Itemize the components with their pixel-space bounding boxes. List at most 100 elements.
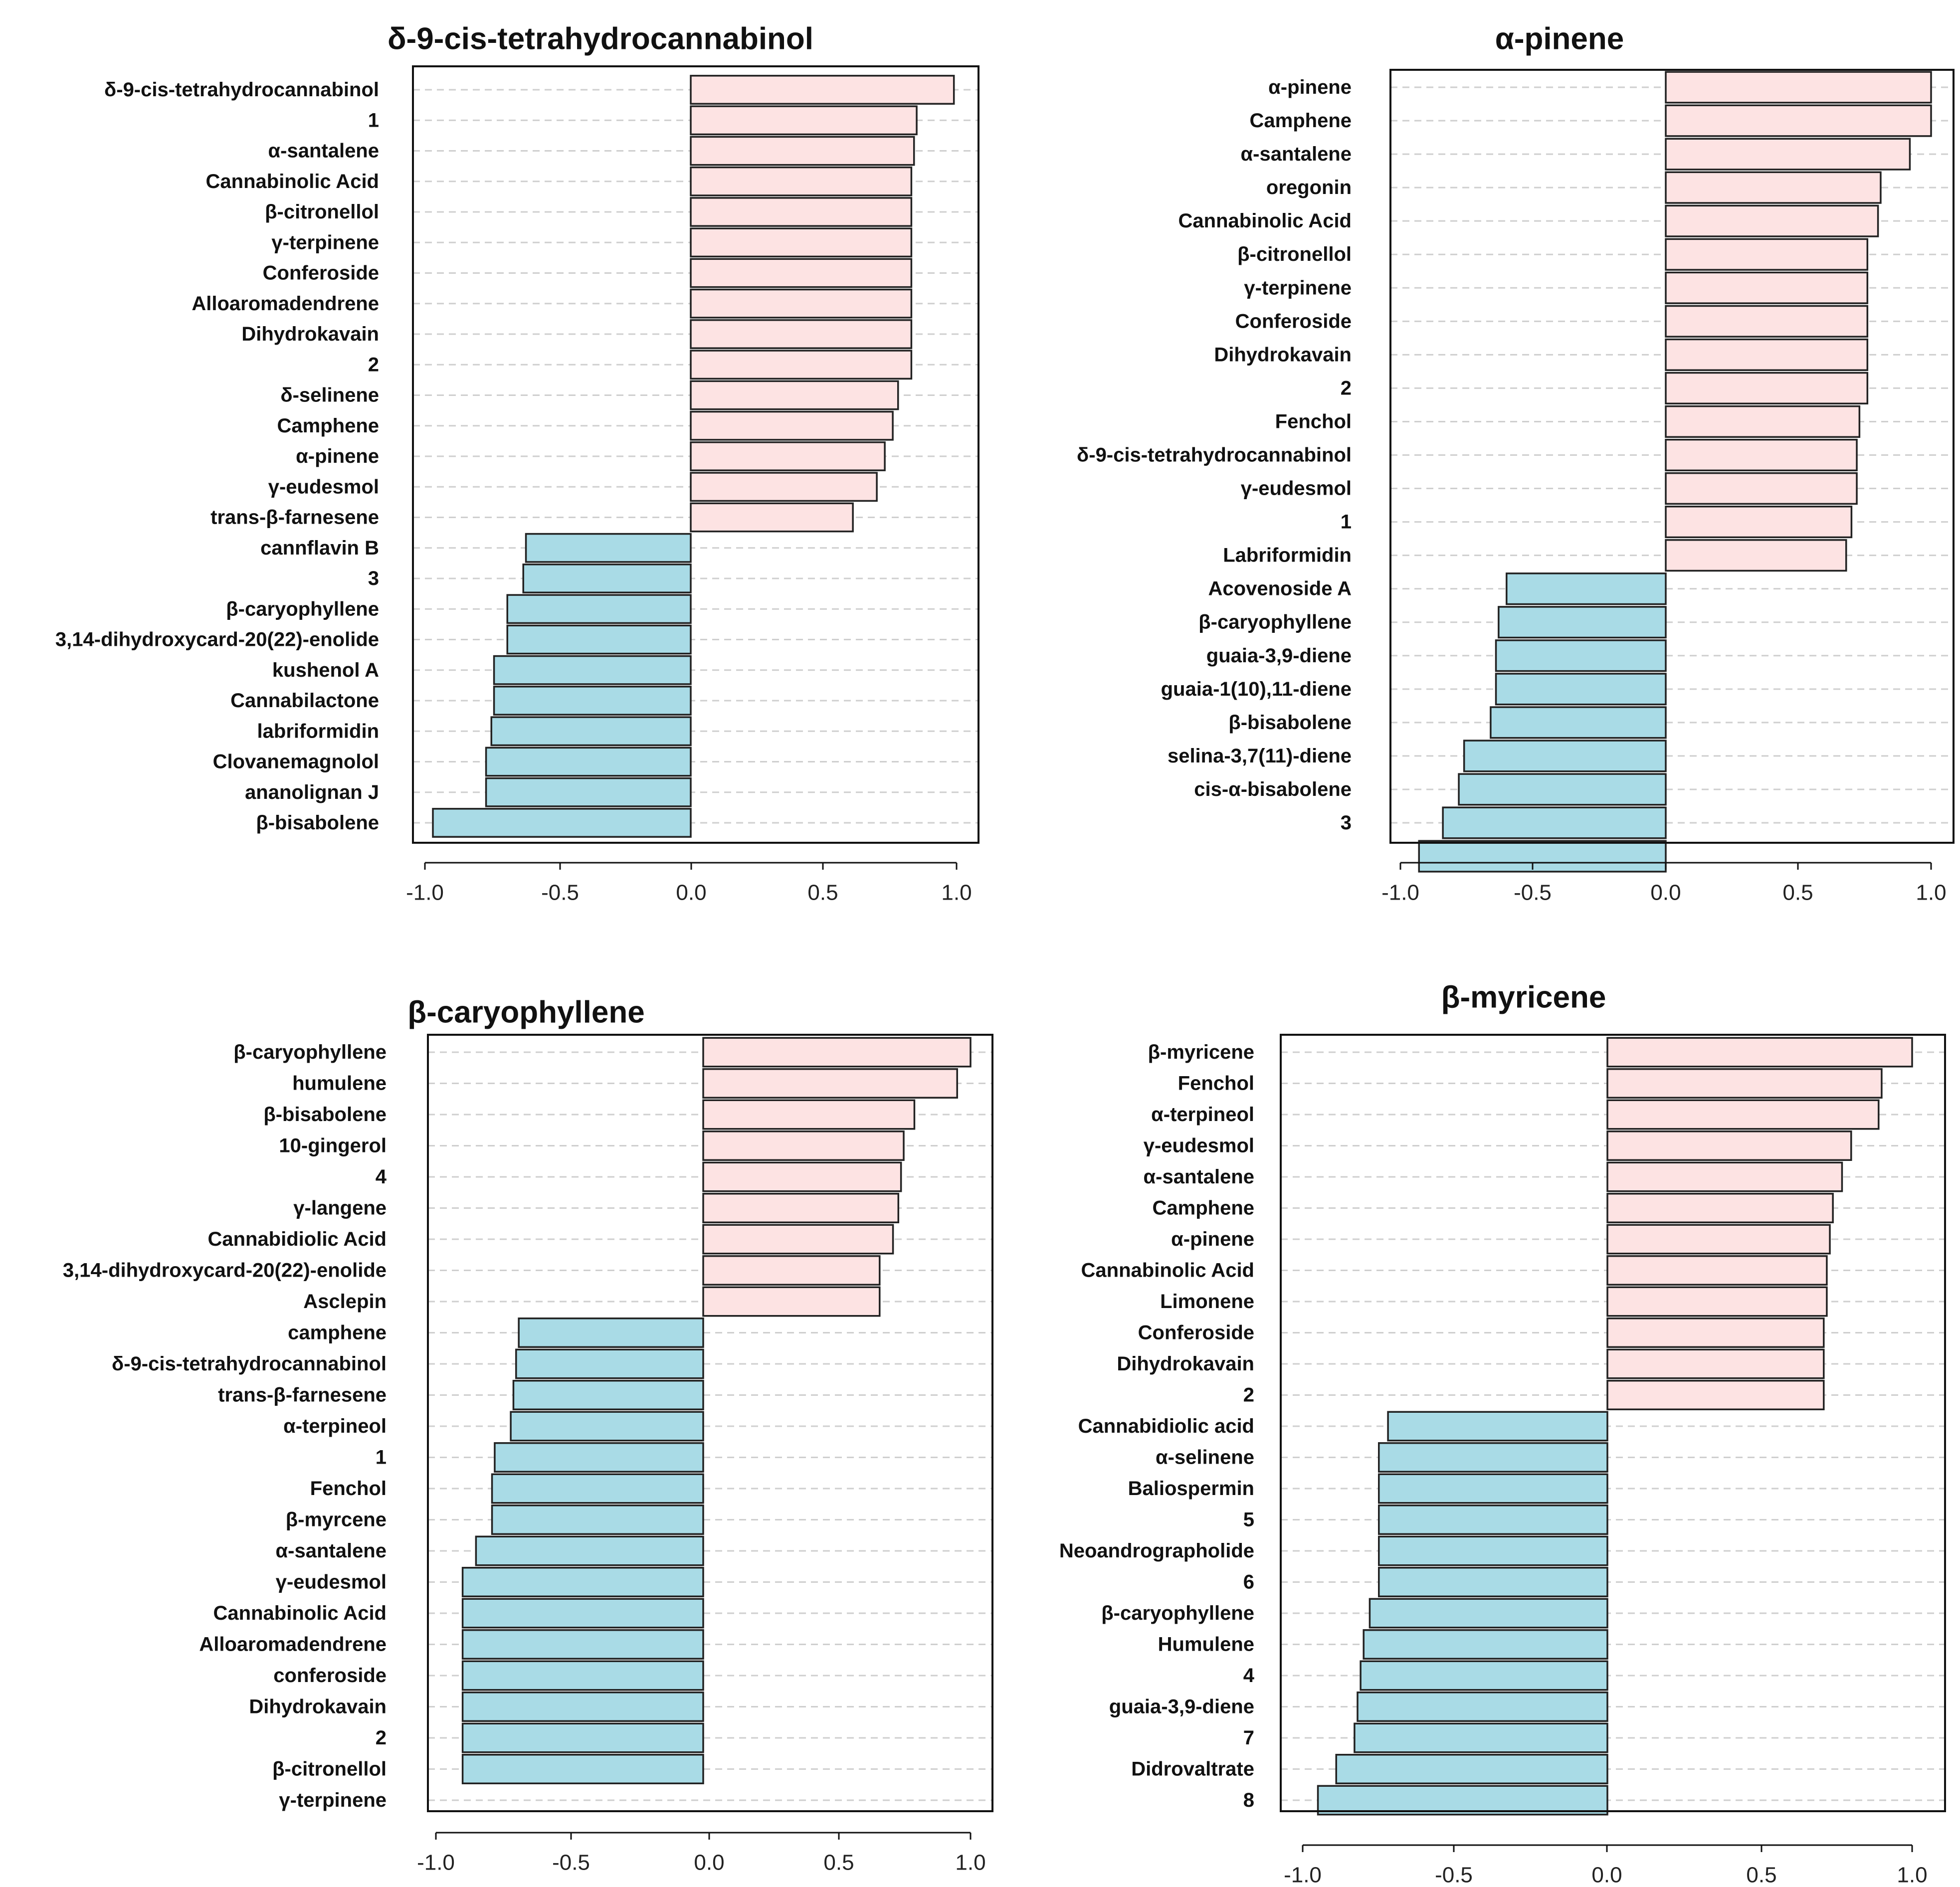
category-label: α-santalene (1144, 1166, 1254, 1188)
bar-beta-caryophyllene (702, 1286, 881, 1317)
category-label: 10-gingerol (279, 1135, 387, 1157)
category-label: Camphene (1153, 1197, 1255, 1219)
category-label: β-caryophyllene (226, 598, 379, 620)
category-label: β-citronellol (272, 1758, 387, 1780)
bar-delta9-thc (690, 350, 913, 380)
bar-beta-caryophyllene (702, 1131, 905, 1161)
bar-delta9-thc (690, 75, 955, 105)
x-tick-label: 0.5 (807, 881, 838, 905)
x-tick-label: 1.0 (1897, 1863, 1927, 1887)
bar-beta-caryophyllene (461, 1567, 704, 1597)
bar-alpha-pinene (1665, 104, 1932, 137)
bar-alpha-pinene (1665, 71, 1932, 104)
bar-delta9-thc (506, 594, 692, 624)
category-label: Dihydrokavain (249, 1696, 387, 1718)
bar-delta9-thc (690, 258, 913, 288)
panel-alpha-pinene: α-pinene α-pinene Camphene α-santalene orego… (1077, 22, 1955, 905)
bar-alpha-pinene (1495, 673, 1667, 706)
category-label: 2 (368, 354, 379, 376)
category-label: β-citronellol (265, 201, 379, 223)
category-label: 2 (1243, 1384, 1254, 1406)
category-label: β-myricene (1148, 1041, 1254, 1063)
bar-alpha-pinene (1442, 806, 1667, 839)
plot-frame (427, 1034, 993, 1812)
category-label: β-bisabolene (256, 812, 379, 834)
x-tick-label: -0.5 (1514, 881, 1552, 905)
category-label: Fenchol (310, 1478, 387, 1500)
category-label: selina-3,7(11)-diene (1168, 745, 1352, 767)
category-label: 4 (1243, 1665, 1255, 1687)
category-label: β-caryophyllene (1101, 1602, 1254, 1624)
bar-alpha-pinene (1665, 138, 1911, 171)
bar-beta-caryophyllene (491, 1505, 704, 1535)
bar-delta9-thc (690, 410, 894, 441)
x-tick-label: 1.0 (941, 881, 972, 905)
bar-alpha-pinene (1490, 706, 1667, 739)
chart-title: β-myricene (1441, 980, 1606, 1015)
category-label: guaia-3,9-diene (1206, 645, 1352, 667)
bar-delta9-thc (506, 624, 692, 655)
bar-beta-caryophyllene (702, 1037, 972, 1068)
bar-delta9-thc (690, 227, 913, 258)
category-label: trans-β-farnesene (210, 507, 379, 529)
category-label: α-pinene (1171, 1228, 1254, 1250)
category-label: 4 (376, 1166, 387, 1188)
category-label: 3 (368, 567, 379, 589)
bar-beta-caryophyllene (494, 1442, 704, 1473)
x-tick-label: 0.0 (676, 881, 706, 905)
bar-beta-myricene (1387, 1411, 1608, 1442)
bar-beta-myricene (1606, 1037, 1913, 1068)
bar-beta-caryophyllene (461, 1754, 704, 1784)
bar-beta-caryophyllene (702, 1224, 894, 1255)
x-tick-label: -0.5 (541, 881, 579, 905)
category-label: α-pinene (296, 445, 379, 467)
category-label: kushenol A (272, 659, 379, 681)
category-label: Clovanemagnolol (213, 751, 379, 773)
category-label: cannflavin B (260, 537, 379, 559)
bar-beta-caryophyllene (512, 1380, 704, 1410)
bar-beta-myricene (1606, 1099, 1880, 1130)
category-label: Cannabidiolic Acid (207, 1228, 387, 1250)
bar-beta-caryophyllene (702, 1193, 900, 1223)
bar-alpha-pinene (1463, 740, 1667, 772)
category-label: α-selinene (1156, 1447, 1254, 1469)
bar-alpha-pinene (1665, 171, 1882, 204)
panel-beta-caryophyllene: β-caryophyllene β-caryophyllene humulene β-… (63, 995, 993, 1875)
bar-beta-myricene (1606, 1255, 1828, 1286)
category-label: β-bisabolene (1228, 712, 1352, 734)
category-label: β-myrcene (286, 1509, 387, 1531)
bar-beta-myricene (1378, 1567, 1608, 1597)
bar-beta-myricene (1378, 1535, 1608, 1566)
category-label: cis-α-bisabolene (1194, 778, 1352, 800)
bar-alpha-pinene (1495, 639, 1667, 672)
category-label: β-citronellol (1237, 243, 1352, 265)
bar-beta-caryophyllene (475, 1535, 704, 1566)
category-label: γ-terpinene (271, 231, 379, 253)
category-label: Cannabinolic Acid (1081, 1260, 1254, 1282)
bar-beta-myricene (1606, 1161, 1843, 1192)
bar-delta9-thc (690, 502, 854, 533)
category-label: δ-9-cis-tetrahydrocannabinol (104, 79, 379, 101)
category-label: β-caryophyllene (1198, 611, 1352, 633)
category-label: Conferoside (263, 262, 379, 284)
category-label: Cannabilactone (230, 690, 379, 712)
category-label: camphene (288, 1322, 387, 1344)
bar-beta-caryophyllene (518, 1318, 704, 1348)
bar-beta-myricene (1357, 1692, 1608, 1722)
bar-beta-myricene (1378, 1473, 1608, 1504)
category-label: Cannabidiolic acid (1078, 1415, 1254, 1437)
bar-delta9-thc (493, 655, 692, 685)
category-label: δ-9-cis-tetrahydrocannabinol (112, 1353, 387, 1375)
bar-beta-caryophyllene (461, 1629, 704, 1660)
bar-beta-myricene (1369, 1598, 1608, 1629)
bar-beta-myricene (1606, 1224, 1831, 1255)
category-label: γ-terpinene (1244, 277, 1352, 299)
bar-delta9-thc (522, 564, 692, 593)
category-label: 1 (376, 1447, 387, 1469)
category-label: 1 (368, 109, 379, 131)
category-label: γ-langene (293, 1197, 387, 1219)
bar-beta-myricene (1360, 1660, 1608, 1691)
bar-alpha-pinene (1498, 606, 1667, 639)
bar-beta-caryophyllene (702, 1161, 902, 1192)
